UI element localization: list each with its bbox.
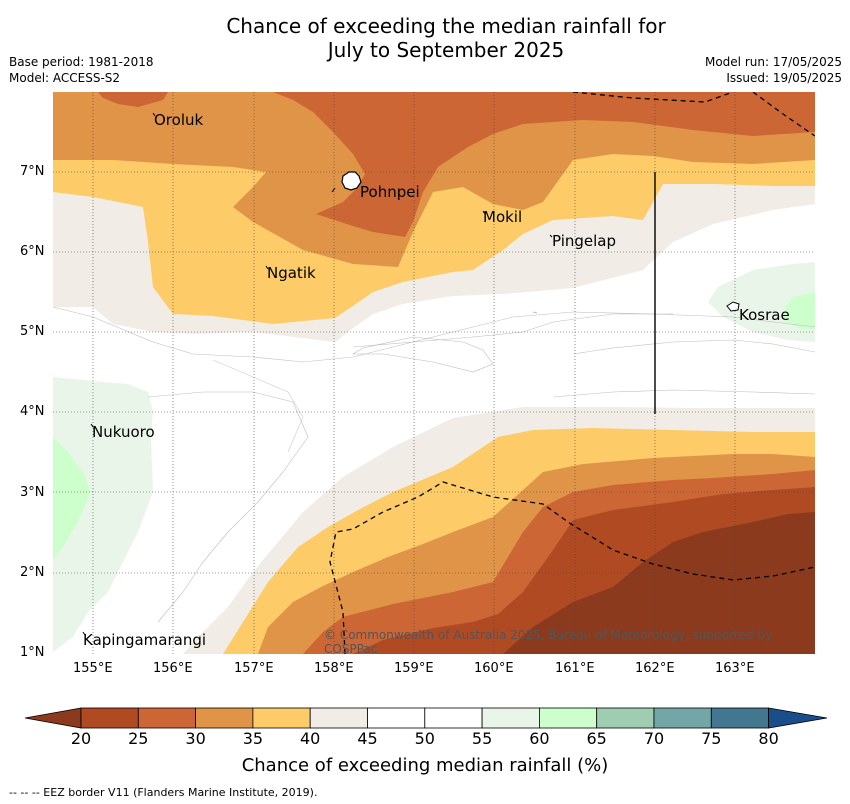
colorbar-segment [653,707,712,729]
colorbar-segment [309,707,368,729]
colorbar-segment [80,707,139,729]
colorbar-tick-label: 75 [701,729,722,748]
lon-label-160e: 160°E [474,661,514,676]
lat-label-5n: 5°N [20,324,45,339]
place-label-pingelap: Pingelap [552,232,617,250]
lat-label-4n: 4°N [20,404,45,419]
place-label-ngatik: Ngatik [267,264,316,282]
north-band-30-35 [53,92,815,267]
map-title-line1: Chance of exceeding the median rainfall … [226,14,666,38]
place-label-pohnpei: Pohnpei [360,183,420,201]
place-label-nukuoro: Nukuoro [92,423,155,441]
place-label-mokil: Mokil [483,208,523,226]
colorbar-segment [539,707,598,729]
colorbar-over-arrow [768,707,828,729]
colorbar-segment [252,707,311,729]
rainfall-map: Oroluk Pohnpei Mokil Pingelap Ngatik Kos… [53,92,815,656]
lon-label-163e: 163°E [715,661,755,676]
colorbar-tick-label: 80 [758,729,779,748]
colorbar-tick-label: 30 [185,729,206,748]
map-title-line2: July to September 2025 [327,38,565,62]
place-label-oroluk: Oroluk [154,111,204,129]
place-label-kosrae: Kosrae [739,306,790,324]
colorbar-segment [596,707,655,729]
small-island-mark [152,112,156,117]
colorbar-segment [424,707,483,729]
colorbar-segment [481,707,540,729]
lon-label-157e: 157°E [234,661,274,676]
colorbar-segment [367,707,426,729]
colorbar-tick-label: 50 [414,729,435,748]
colorbar-tick-label: 20 [70,729,92,748]
copyright-notice: © Commonwealth of Australia 2025, Bureau… [324,628,773,656]
south-band-below-20 [503,512,815,654]
lon-label-158e: 158°E [314,661,354,676]
pohnpei-island [341,171,362,191]
west-band-60-65 [53,437,91,560]
colorbar-segment [710,707,769,729]
place-label-kapingamarangi: Kapingamarangi [83,631,207,649]
colorbar-tick-label: 60 [529,729,550,748]
lat-label-2n: 2°N [20,565,45,580]
colorbar-tick-label: 25 [128,729,149,748]
model-name: Model: ACCESS-S2 [9,71,121,85]
colorbar-tick-label: 45 [357,729,378,748]
colorbar-title: Chance of exceeding median rainfall (%) [241,755,609,776]
colorbar-tick-label: 40 [300,729,321,748]
model-run: Model run: 17/05/2025 [704,55,842,69]
colorbar-segment [137,707,197,729]
east-band-60-65 [783,292,815,330]
colorbar-tick-label: 35 [242,729,264,748]
colorbar-tick-label: 70 [643,729,665,748]
lon-label-161e: 161°E [555,661,595,676]
colorbar-under-arrow [24,707,82,729]
lon-label-155e: 155°E [73,661,113,676]
lat-label-7n: 7°N [20,164,45,179]
lon-label-156e: 156°E [153,661,193,676]
west-band-55-60 [53,377,153,652]
colorbar-segment [195,707,254,729]
eez-border [329,92,815,654]
lat-label-1n: 1°N [20,645,45,660]
lat-label-6n: 6°N [20,244,45,259]
lon-label-162e: 162°E [635,661,675,676]
issued-date: Issued: 19/05/2025 [726,71,842,85]
north-patch-25-30-small [98,92,168,107]
graticule [53,92,815,654]
colorbar-tick-label: 55 [471,729,493,748]
colorbar-tick-label: 65 [586,729,607,748]
kosrae-island [726,301,740,312]
lat-label-3n: 3°N [20,485,45,500]
north-band-25-30 [273,92,815,237]
lon-label-159e: 159°E [394,661,434,676]
base-period: Base period: 1981-2018 [9,55,154,69]
footer-note: -- -- -- EEZ border V11 (Flanders Marine… [9,786,318,799]
colorbar [24,707,828,729]
